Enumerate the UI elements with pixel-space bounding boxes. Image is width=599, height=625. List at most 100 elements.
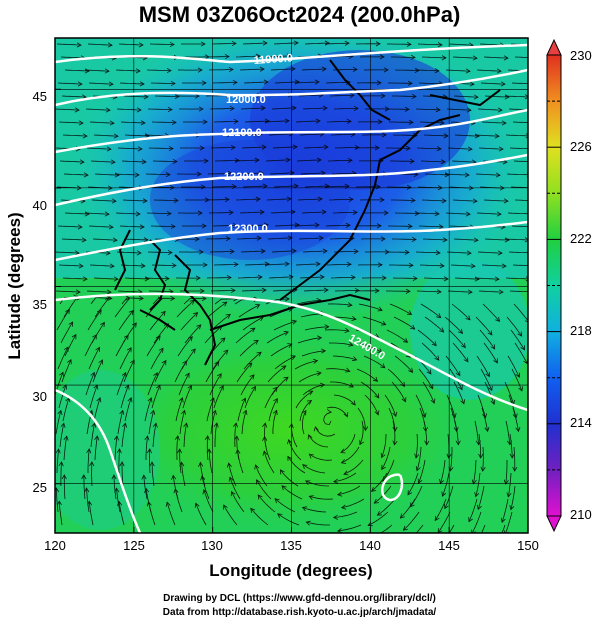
- streamline: [505, 277, 528, 280]
- streamline: [85, 108, 111, 111]
- streamline: [274, 81, 300, 84]
- streamline: [92, 359, 103, 383]
- arrow-icon: [320, 170, 326, 176]
- arrow-icon: [287, 438, 292, 445]
- streamline: [146, 212, 172, 214]
- contour-label-12100: 12100.0: [222, 127, 262, 139]
- streamline: [333, 511, 358, 518]
- streamline: [303, 289, 329, 292]
- arrow-icon: [219, 385, 224, 391]
- arrow-icon: [174, 93, 180, 99]
- arrow-icon: [381, 320, 387, 326]
- arrow-icon: [55, 448, 61, 454]
- arrow-icon: [287, 455, 293, 462]
- arrow-icon: [503, 479, 509, 485]
- arrow-icon: [194, 236, 200, 242]
- arrow-icon: [436, 313, 442, 319]
- arrow-icon: [363, 426, 369, 432]
- arrow-icon: [314, 79, 320, 85]
- arrow-icon: [431, 341, 437, 347]
- streamline: [184, 324, 202, 344]
- streamline: [58, 384, 67, 409]
- streamline: [415, 433, 418, 458]
- arrow-icon: [377, 262, 383, 268]
- arrow-icon: [183, 422, 189, 428]
- arrow-icon: [230, 287, 236, 294]
- streamline: [381, 433, 387, 458]
- streamline: [476, 355, 490, 377]
- streamline: [389, 303, 412, 315]
- streamline: [287, 456, 306, 474]
- arrow-icon: [198, 461, 204, 467]
- arrow-icon: [290, 209, 296, 215]
- streamline: [299, 400, 312, 422]
- streamline: [306, 521, 330, 526]
- arrow-icon: [333, 478, 339, 484]
- streamline: [362, 316, 386, 326]
- streamline: [330, 133, 356, 136]
- streamline: [392, 134, 418, 136]
- streamline: [151, 121, 176, 123]
- streamline: [358, 303, 383, 311]
- streamline: [223, 504, 238, 526]
- arrow-icon: [104, 211, 110, 217]
- streamline: [149, 448, 151, 474]
- arrow-icon: [104, 68, 110, 74]
- arrow-icon: [291, 319, 298, 325]
- streamline: [179, 410, 185, 435]
- streamline: [409, 485, 423, 508]
- streamline: [450, 264, 476, 267]
- arrow-icon: [404, 106, 410, 112]
- arrow-icon: [348, 382, 354, 388]
- streamline: [510, 485, 516, 510]
- arrow-icon: [253, 339, 259, 345]
- arrow-icon: [344, 40, 350, 46]
- streamline: [241, 289, 267, 292]
- arrow-icon: [109, 263, 115, 269]
- arrow-icon: [405, 145, 411, 151]
- streamline: [115, 69, 141, 72]
- arrow-icon: [535, 199, 539, 203]
- streamline: [288, 439, 302, 461]
- streamline: [419, 264, 445, 267]
- streamline: [116, 372, 127, 396]
- arrow-icon: [475, 542, 479, 547]
- arrow-icon: [484, 426, 490, 433]
- credit-line-data: Data from http://database.rish.kyoto-u.a…: [162, 607, 437, 618]
- arrow-icon: [345, 367, 351, 373]
- streamline: [212, 225, 238, 227]
- streamline: [93, 397, 101, 422]
- arrow-icon: [222, 301, 228, 307]
- credit-line-dcl: Drawing by DCL (https://www.gfd-dennou.o…: [163, 593, 436, 604]
- streamline: [421, 342, 440, 361]
- arrow-icon: [415, 466, 421, 472]
- streamline: [250, 508, 269, 526]
- streamline: [244, 263, 270, 266]
- arrow-icon: [137, 146, 143, 152]
- arrow-icon: [494, 133, 500, 139]
- arrow-icon: [529, 108, 533, 112]
- arrow-icon: [285, 157, 291, 163]
- arrow-icon: [149, 461, 155, 467]
- streamline: [237, 276, 263, 279]
- streamline: [58, 501, 63, 526]
- arrow-icon: [135, 211, 141, 217]
- streamline: [302, 250, 328, 253]
- streamline: [299, 276, 325, 279]
- streamline: [83, 474, 86, 500]
- arrow-icon: [111, 474, 117, 480]
- streamline: [63, 173, 89, 176]
- arrow-icon: [146, 501, 152, 507]
- streamline: [237, 449, 244, 474]
- arrow-icon: [201, 223, 207, 229]
- arrow-icon: [140, 263, 146, 269]
- arrow-icon: [322, 248, 328, 254]
- streamline: [448, 329, 466, 348]
- streamline: [174, 360, 187, 383]
- streamline: [150, 225, 175, 227]
- streamline: [333, 472, 357, 483]
- streamline: [392, 420, 396, 445]
- arrow-icon: [251, 385, 257, 392]
- arrow-icon: [200, 41, 206, 47]
- arrow-icon: [377, 348, 383, 353]
